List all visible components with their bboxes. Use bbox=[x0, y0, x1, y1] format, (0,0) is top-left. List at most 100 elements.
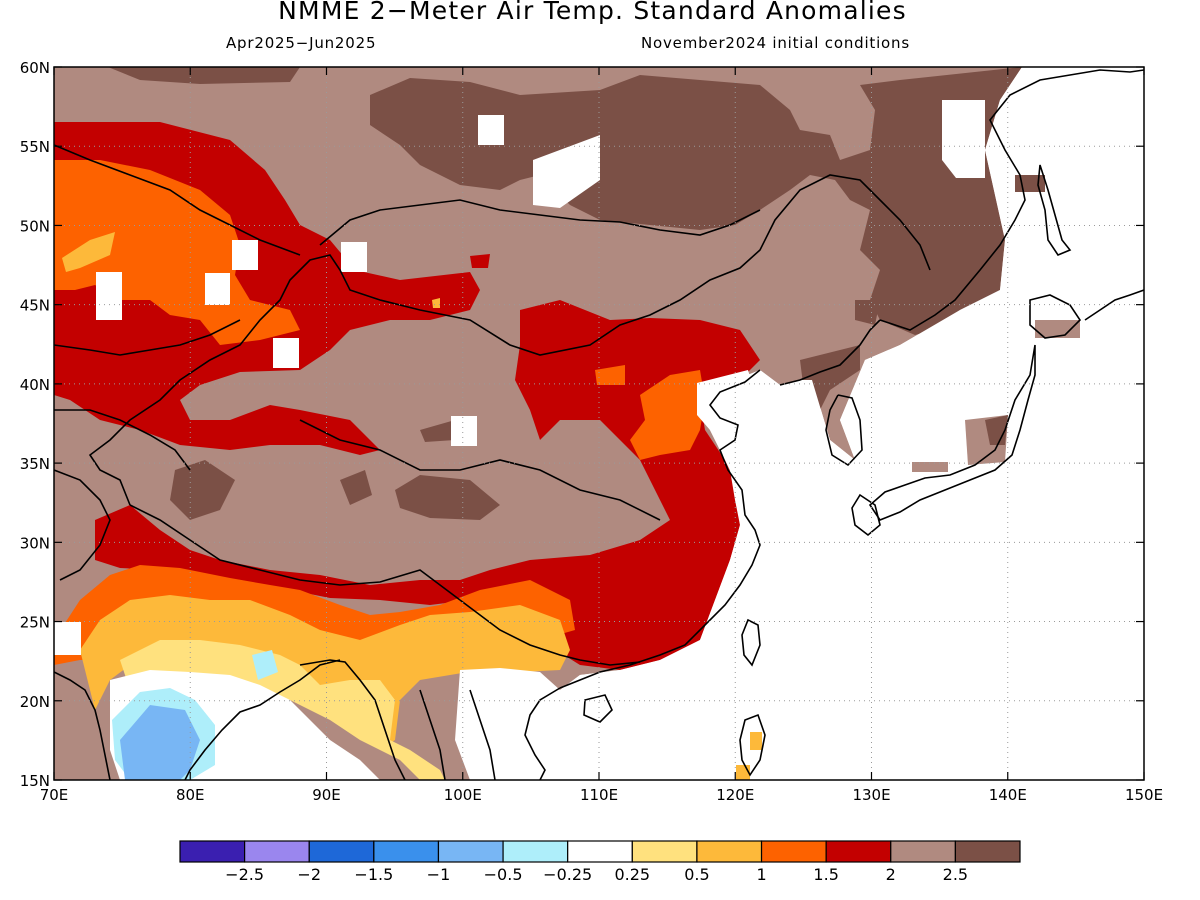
colorbar-label: 1.5 bbox=[813, 865, 838, 884]
initial-conditions: November2024 initial conditions bbox=[641, 34, 910, 52]
coastline-indochina bbox=[419, 687, 561, 780]
coastline-hokkaido bbox=[1029, 294, 1082, 339]
region-anomaly-sakhalin-s bbox=[1015, 175, 1045, 192]
anomaly-fill-layer bbox=[54, 67, 1144, 780]
masked-cell-2 bbox=[232, 240, 258, 270]
tick-label-x: 140E bbox=[989, 786, 1027, 804]
region-anomaly-kyushu-s bbox=[912, 462, 948, 472]
border-kazakh bbox=[54, 144, 301, 356]
masked-cell-6 bbox=[478, 115, 504, 145]
tick-label-y: 25N bbox=[20, 614, 50, 632]
colorbar-swatch bbox=[373, 840, 440, 863]
tick-label-x: 70E bbox=[40, 786, 69, 804]
tick-label-x: 110E bbox=[580, 786, 618, 804]
coastline-bengal bbox=[299, 659, 406, 780]
colorbar-label: 0.25 bbox=[614, 865, 650, 884]
colorbar-swatch bbox=[954, 840, 1021, 863]
masked-cell-balkhash bbox=[96, 272, 122, 320]
colorbar: −2.5 −2 −1.5 −1 −0.5 −0.25 0.25 0.5 1 1.5 2 2.5 bbox=[179, 840, 1021, 884]
border-tibet-internal bbox=[299, 419, 661, 521]
region-anomaly-1-1.5-kazakh bbox=[54, 160, 300, 345]
colorbar-label: −0.25 bbox=[543, 865, 592, 884]
tick-label-x: 80E bbox=[176, 786, 205, 804]
region-anomaly-gt-2.5-kunlun bbox=[420, 420, 455, 442]
region-anomaly-gt-2.5-himalaya bbox=[170, 460, 235, 520]
masked-cell-bohai bbox=[697, 370, 760, 432]
colorbar-swatch bbox=[437, 840, 504, 863]
region-anomaly-gt-2.5-tibet bbox=[395, 475, 500, 520]
colorbar-swatch bbox=[244, 840, 310, 863]
tick-label-y: 35N bbox=[20, 455, 50, 473]
coastline-kurils bbox=[1084, 289, 1144, 321]
tick-label-y: 55N bbox=[20, 138, 50, 156]
colorbar-swatch bbox=[502, 840, 569, 863]
tick-label-x: 120E bbox=[716, 786, 754, 804]
region-anomaly-1.5-2-south bbox=[95, 505, 470, 605]
masked-cell-7 bbox=[54, 622, 81, 655]
coastline-philippines bbox=[739, 713, 766, 777]
masked-cell-5 bbox=[451, 416, 477, 446]
region-anomaly-1.5-2-patch bbox=[470, 254, 490, 268]
coastline-taiwan bbox=[741, 618, 761, 667]
region-anomaly-gt-2.5-north bbox=[370, 67, 1022, 335]
region-anomaly-neg-0.5-1 bbox=[120, 705, 200, 780]
region-anomaly-1-1.5-patch bbox=[595, 365, 625, 385]
colorbar-label: −0.5 bbox=[484, 865, 523, 884]
tick-label-x: 150E bbox=[1125, 786, 1163, 804]
grid-lines bbox=[54, 67, 1144, 780]
colorbar-swatch bbox=[308, 840, 375, 863]
region-anomaly-japan-n bbox=[1035, 320, 1080, 338]
region-anomaly-0.5-1-kazakh bbox=[62, 232, 115, 272]
coastline-kyushu bbox=[851, 493, 881, 537]
masked-cell-baikal bbox=[533, 135, 600, 208]
tick-label-y: 45N bbox=[20, 297, 50, 315]
border-china-west bbox=[88, 174, 931, 506]
axis-ticks: 70E 80E 90E 100E 110E 120E 130E 140E 150E 15N 20N 2… bbox=[20, 59, 1163, 804]
border-himalaya bbox=[129, 504, 461, 601]
colorbar-swatch bbox=[179, 840, 246, 863]
tick-label-y: 15N bbox=[20, 772, 50, 790]
tick-label-x: 130E bbox=[852, 786, 890, 804]
colorbar-swatch bbox=[825, 840, 892, 863]
colorbar-swatch bbox=[631, 840, 698, 863]
coastline-hainan bbox=[583, 694, 613, 723]
border-southeast bbox=[459, 599, 641, 666]
colorbar-swatch bbox=[696, 840, 763, 863]
region-anomaly-taiwan-s bbox=[750, 732, 762, 750]
masked-cell-1 bbox=[205, 273, 230, 305]
colorbar-label: 1 bbox=[756, 865, 766, 884]
colorbar-label: −1 bbox=[427, 865, 451, 884]
masked-cell-8 bbox=[942, 100, 985, 178]
coastline-sakhalin bbox=[1037, 164, 1072, 256]
masked-cell-4 bbox=[341, 242, 367, 272]
tick-label-y: 20N bbox=[20, 693, 50, 711]
colorbar-label: 2 bbox=[886, 865, 896, 884]
coastline-primorye bbox=[879, 69, 1144, 331]
region-anomaly-0.5-1-india bbox=[80, 595, 570, 750]
coastline-korea bbox=[779, 319, 881, 467]
coastline-honshu bbox=[868, 344, 1036, 521]
region-anomaly-japan-dark bbox=[985, 415, 1008, 445]
region-anomaly-gt-2.5-mongolia-e bbox=[855, 300, 880, 325]
colorbar-label: −2 bbox=[297, 865, 321, 884]
colorbar-label: −2.5 bbox=[225, 865, 264, 884]
tick-label-y: 60N bbox=[20, 59, 50, 77]
coastline-china bbox=[559, 369, 761, 689]
region-anomaly-1-1.5-china bbox=[630, 370, 705, 460]
tick-label-y: 40N bbox=[20, 376, 50, 394]
tick-label-x: 90E bbox=[312, 786, 341, 804]
tick-label-x: 100E bbox=[444, 786, 482, 804]
border-central-asia bbox=[54, 409, 191, 581]
colorbar-swatch bbox=[890, 840, 956, 863]
map-title: NMME 2−Meter Air Temp. Standard Anomalie… bbox=[278, 0, 907, 25]
masked-cell-3 bbox=[273, 338, 299, 368]
colorbar-swatch bbox=[567, 840, 633, 863]
colorbar-label: −1.5 bbox=[354, 865, 393, 884]
ocean-mask bbox=[540, 67, 1144, 780]
tick-label-y: 30N bbox=[20, 534, 50, 552]
coastline-india bbox=[54, 659, 341, 780]
region-anomaly-gt-2.5-top bbox=[108, 67, 300, 84]
colorbar-label: 2.5 bbox=[943, 865, 968, 884]
coastlines-borders bbox=[54, 69, 1144, 780]
